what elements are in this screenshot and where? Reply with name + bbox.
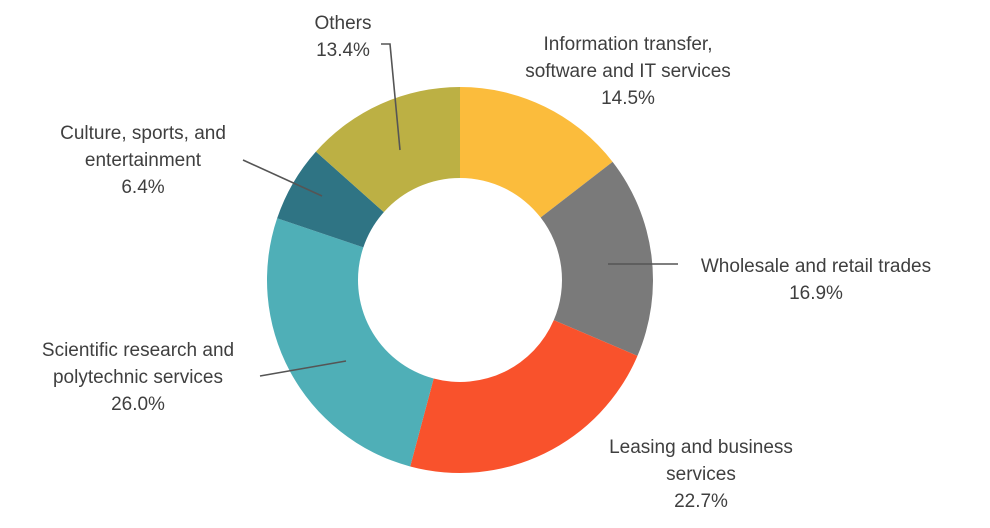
slice-value-label: 16.9%: [789, 283, 843, 304]
slice-label-group: Culture, sports, and entertainment 6.4%: [60, 123, 226, 198]
donut-slice: [266, 218, 434, 467]
slice-category-label: polytechnic services: [53, 367, 223, 388]
labels-layer: Information transfer, software and IT ser…: [42, 13, 931, 512]
slices-layer: [266, 87, 653, 473]
slice-category-label: entertainment: [85, 150, 202, 171]
slice-category-label: Leasing and business: [609, 437, 793, 458]
donut-slice: [315, 87, 460, 213]
donut-slice: [410, 320, 638, 473]
slice-category-label: Culture, sports, and: [60, 123, 226, 144]
leader-line: [242, 159, 323, 197]
slice-value-label: 13.4%: [316, 40, 370, 61]
slice-label-group: Information transfer, software and IT ser…: [525, 34, 731, 109]
leader-lines-layer: [242, 43, 678, 377]
slice-category-label: services: [666, 464, 736, 485]
slice-label-group: Scientific research and polytechnic servi…: [42, 340, 234, 415]
leader-line: [259, 360, 347, 377]
slice-category-label: software and IT services: [525, 61, 731, 82]
slice-value-label: 14.5%: [601, 88, 655, 109]
donut-slice: [277, 151, 384, 248]
slice-value-label: 6.4%: [121, 177, 164, 198]
slice-category-label: Wholesale and retail trades: [701, 256, 931, 277]
slice-category-label: Others: [314, 13, 371, 34]
slice-value-label: 26.0%: [111, 394, 165, 415]
slice-label-group: Wholesale and retail trades 16.9%: [701, 256, 931, 304]
slice-category-label: Scientific research and: [42, 340, 234, 361]
slice-label-group: Leasing and business services 22.7%: [609, 437, 793, 512]
slice-category-label: Information transfer,: [544, 34, 713, 55]
donut-slice: [460, 87, 613, 218]
slice-value-label: 22.7%: [674, 491, 728, 512]
donut-slice: [540, 161, 653, 356]
leader-line: [381, 43, 401, 151]
slice-label-group: Others 13.4%: [314, 13, 371, 61]
